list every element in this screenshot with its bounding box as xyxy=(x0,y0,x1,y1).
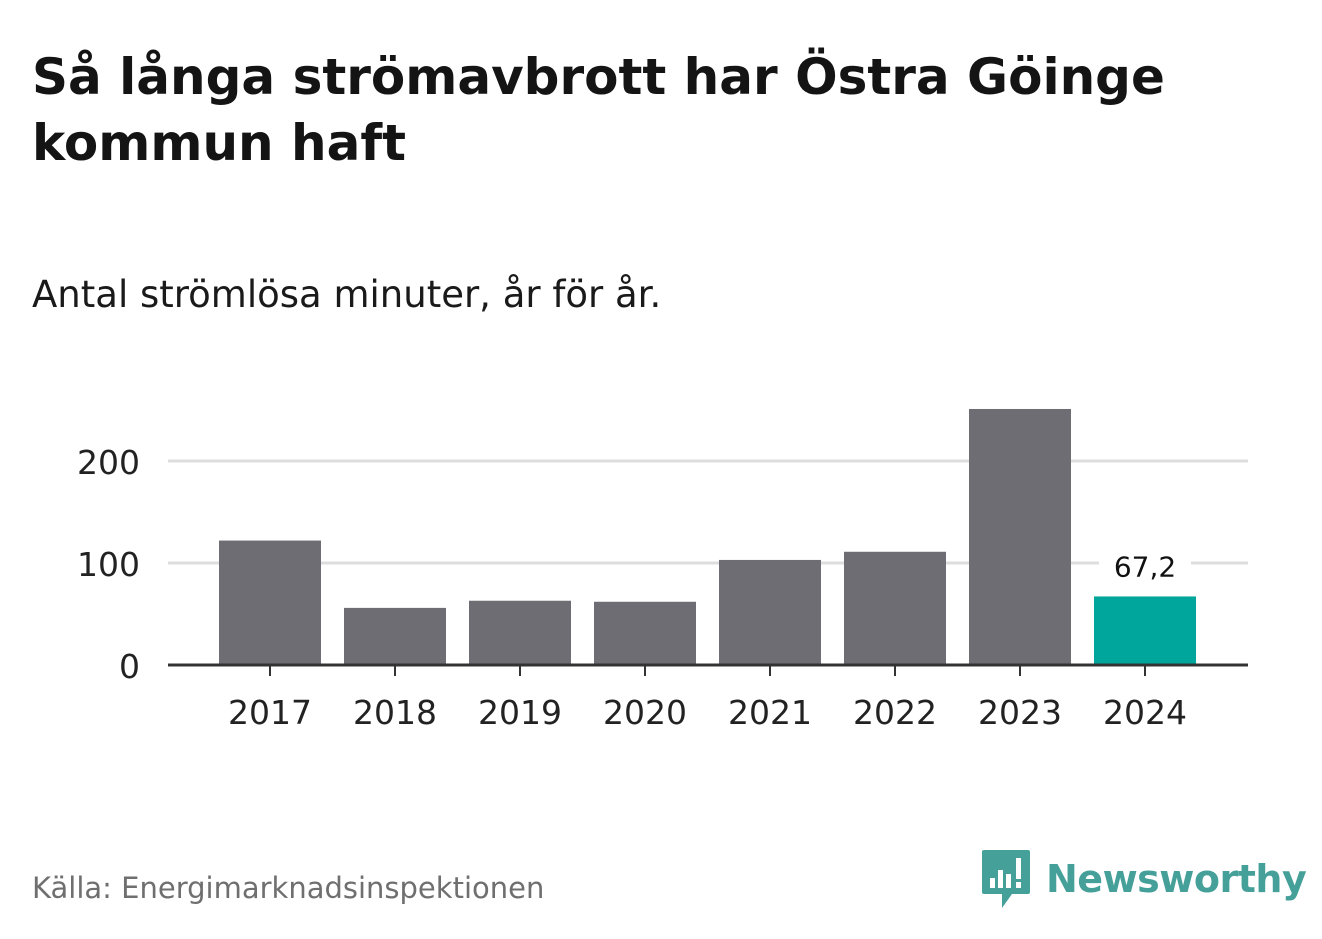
data-label-background xyxy=(1099,546,1191,583)
bar-layer xyxy=(219,408,1196,665)
x-tick-label-2020: 2020 xyxy=(603,693,687,732)
x-tick-label-2024: 2024 xyxy=(1103,693,1187,732)
source-note: Källa: Energimarknadsinspektionen xyxy=(32,871,545,905)
bar-chart: 0 100 200 2017 2018 2019 2020 2021 2022 2023 2024 6… xyxy=(77,408,1248,732)
y-tick-label-0: 0 xyxy=(119,647,140,686)
chart-title: Så långa strömavbrott har Östra Göinge k… xyxy=(32,48,1165,172)
bar-2020[interactable] xyxy=(594,601,696,665)
x-tick-label-2019: 2019 xyxy=(478,693,562,732)
bar-2018[interactable] xyxy=(344,607,446,665)
y-tick-label-100: 100 xyxy=(77,545,140,584)
y-tick-label-200: 200 xyxy=(77,443,140,482)
grid-layer xyxy=(168,459,1248,565)
newsworthy-logo[interactable]: Newsworthy xyxy=(980,848,1307,910)
label-layer: 0 100 200 2017 2018 2019 2020 2021 2022 2023 2024 6… xyxy=(77,443,1191,732)
bar-2019[interactable] xyxy=(469,600,571,665)
x-tick-label-2021: 2021 xyxy=(728,693,812,732)
x-tick-label-2023: 2023 xyxy=(978,693,1062,732)
logo-text: Newsworthy xyxy=(1046,857,1307,901)
chart-subtitle: Antal strömlösa minuter, år för år. xyxy=(32,273,662,316)
axis-layer xyxy=(168,663,1248,676)
newsworthy-logo-icon xyxy=(982,850,1030,908)
bar-2024[interactable] xyxy=(1094,596,1196,665)
x-tick-label-2022: 2022 xyxy=(853,693,937,732)
bar-2021[interactable] xyxy=(719,559,821,665)
bar-2017[interactable] xyxy=(219,540,321,665)
bar-2023[interactable] xyxy=(969,408,1071,665)
bar-2022[interactable] xyxy=(844,551,946,665)
x-tick-label-2018: 2018 xyxy=(353,693,437,732)
x-tick-label-2017: 2017 xyxy=(228,693,312,732)
data-label-2024: 67,2 xyxy=(1114,550,1176,583)
